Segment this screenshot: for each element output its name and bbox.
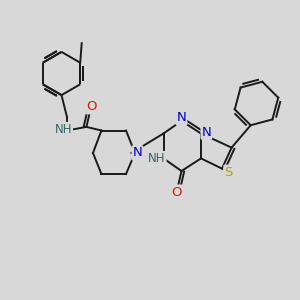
- Text: N: N: [177, 111, 186, 124]
- Text: NH: NH: [148, 152, 166, 165]
- Text: N: N: [133, 146, 142, 160]
- Text: N: N: [202, 125, 211, 139]
- Text: NH: NH: [55, 123, 72, 136]
- Text: O: O: [86, 100, 97, 113]
- Text: O: O: [171, 185, 182, 199]
- Text: S: S: [224, 166, 233, 179]
